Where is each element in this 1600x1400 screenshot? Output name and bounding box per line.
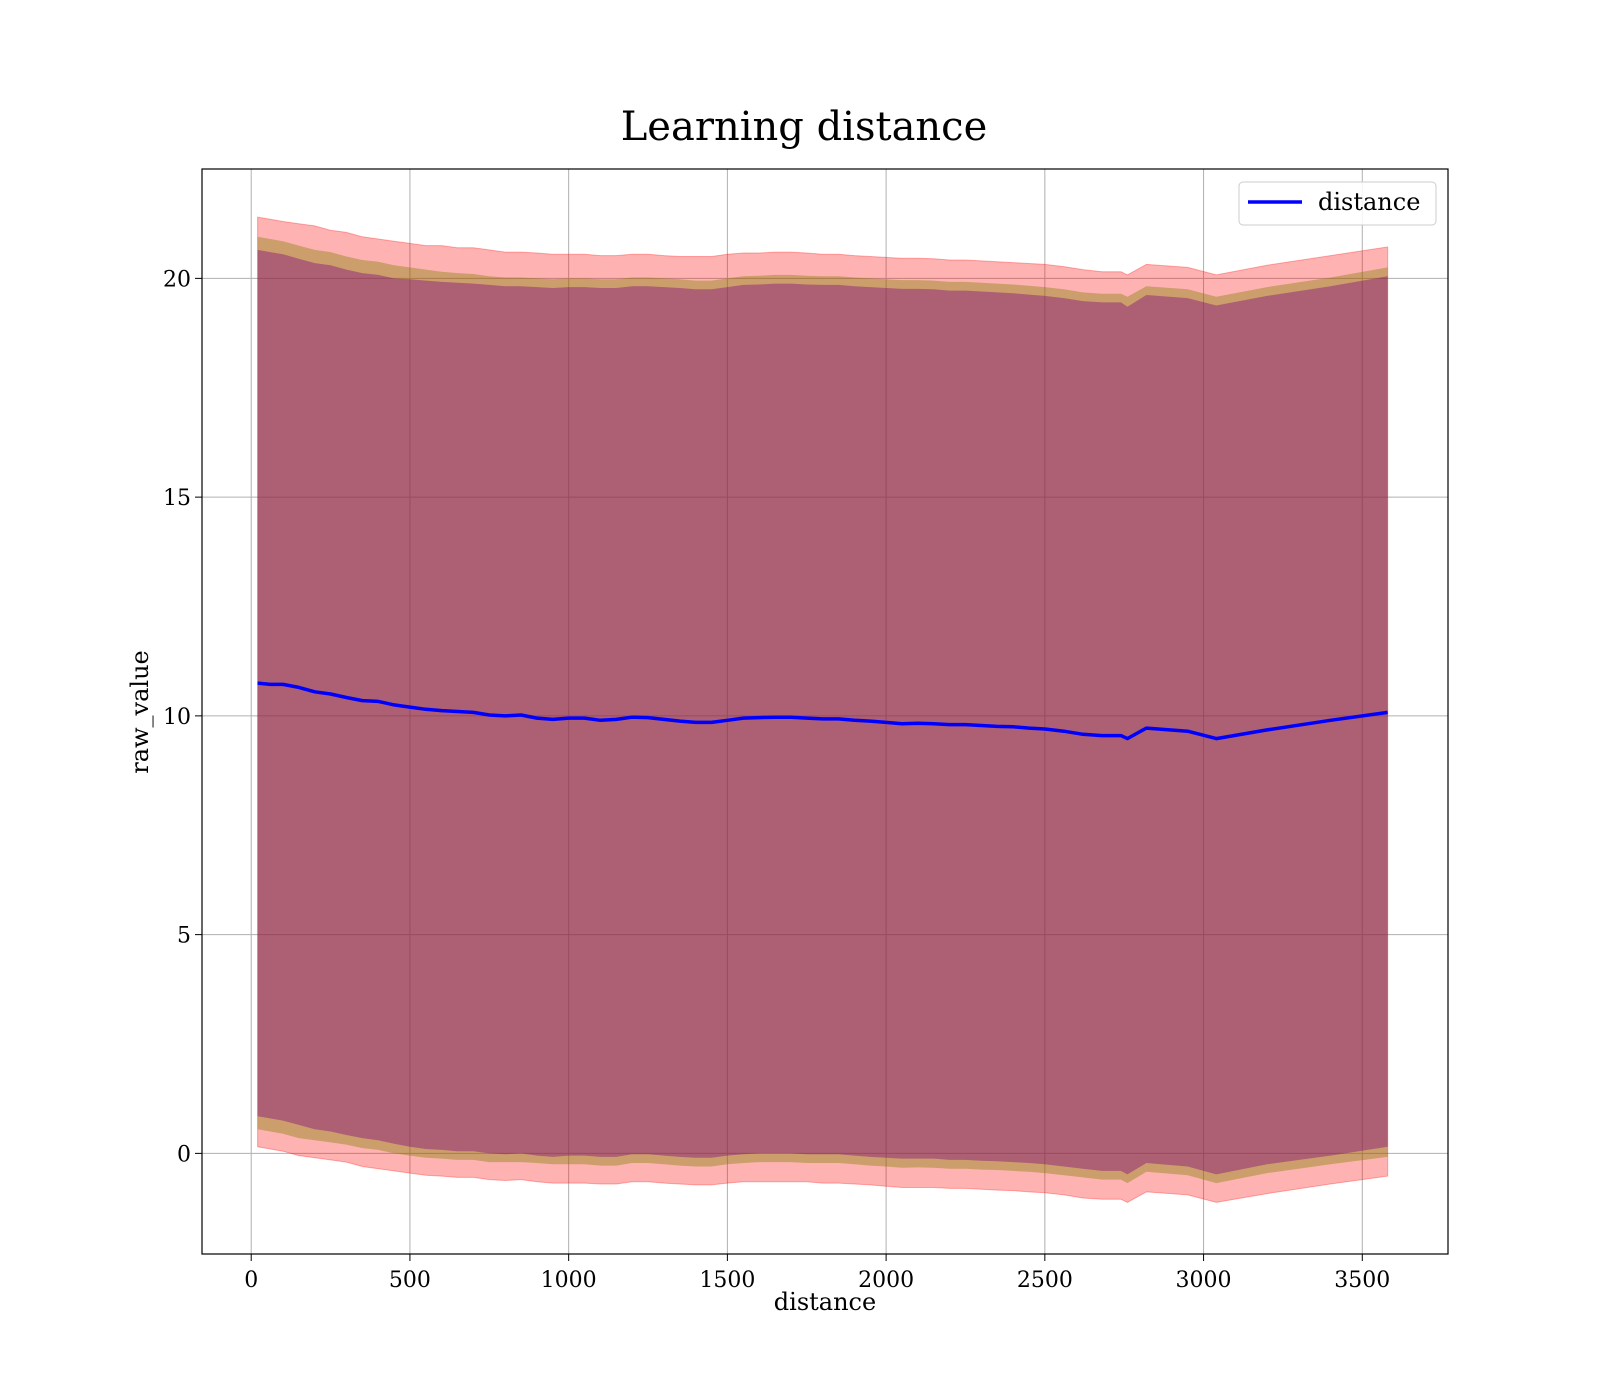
x-tick-label: 1500	[699, 1268, 755, 1293]
middle-band	[257, 236, 1388, 1184]
series-lines	[257, 681, 1388, 741]
y-tick-label: 20	[163, 267, 191, 292]
x-tick-label: 1000	[541, 1268, 597, 1293]
grid-lines	[202, 169, 1448, 1254]
y-tick-label: 5	[177, 924, 191, 949]
x-tick-label: 2000	[858, 1268, 914, 1293]
y-tick-label: 0	[177, 1142, 191, 1167]
plot-frame	[201, 168, 1449, 1255]
confidence-bands	[257, 216, 1389, 1203]
x-axis-ticks: 0 500 1000 1500 2000 2500 3000 3500	[244, 1254, 1390, 1293]
x-tick-label: 500	[389, 1268, 431, 1293]
outer-band	[257, 216, 1389, 1203]
y-axis-label: raw_value	[126, 650, 154, 774]
x-tick-label: 2500	[1017, 1268, 1073, 1293]
x-tick-label: 3000	[1176, 1268, 1232, 1293]
legend-label: distance	[1318, 188, 1420, 216]
y-tick-label: 15	[163, 486, 191, 511]
legend: distance	[1238, 181, 1437, 226]
x-tick-label: 3500	[1334, 1268, 1390, 1293]
x-axis-label: distance	[774, 1288, 876, 1316]
y-axis-ticks: 0 5 10 15 20	[163, 267, 202, 1167]
inner-band	[257, 249, 1388, 1175]
legend-box	[1238, 181, 1437, 226]
series-line-distance	[257, 681, 1388, 741]
y-tick-label: 10	[163, 705, 191, 730]
x-tick-label: 0	[244, 1268, 258, 1293]
chart-title: Learning distance	[621, 104, 988, 150]
